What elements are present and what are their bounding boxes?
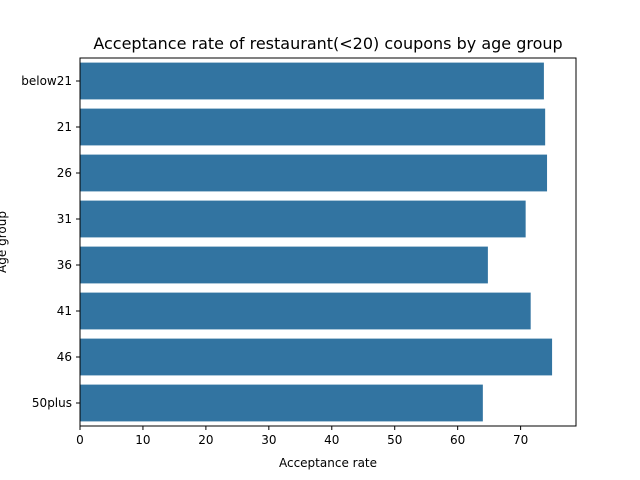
bar-50plus	[80, 384, 483, 422]
x-tick-label: 70	[513, 433, 528, 447]
x-tick-label: 60	[450, 433, 465, 447]
bar-36	[80, 246, 488, 284]
y-tick-label: 31	[57, 212, 72, 226]
x-tick-label: 30	[261, 433, 276, 447]
bars-group	[80, 62, 553, 422]
plot-frame	[79, 57, 577, 427]
x-tick-label: 20	[198, 433, 213, 447]
y-tick-label: 41	[57, 304, 72, 318]
x-axis-label: Acceptance rate	[279, 456, 377, 470]
y-tick-label: 50plus	[32, 396, 72, 410]
bar-below21	[80, 62, 544, 100]
y-tick-label: 46	[57, 350, 72, 364]
x-ticks-group: 0 10 20 30 40 50 60 70	[76, 426, 528, 447]
y-tick-label: 36	[57, 258, 72, 272]
y-ticks-group: below21 21 26 31 36 41 46 50plus	[21, 74, 80, 410]
bar-31	[80, 200, 526, 238]
chart-title: Acceptance rate of restaurant(<20) coupo…	[93, 34, 562, 53]
y-tick-label: 26	[57, 166, 72, 180]
y-tick-label: below21	[21, 74, 72, 88]
bar-46	[80, 338, 553, 376]
bar-26	[80, 154, 548, 192]
y-axis-label: Age group	[0, 211, 9, 273]
x-tick-label: 50	[387, 433, 402, 447]
y-tick-label: 21	[57, 120, 72, 134]
bar-21	[80, 108, 546, 146]
x-tick-label: 40	[324, 433, 339, 447]
bar-41	[80, 292, 531, 330]
x-tick-label: 10	[135, 433, 150, 447]
x-tick-label: 0	[76, 433, 84, 447]
